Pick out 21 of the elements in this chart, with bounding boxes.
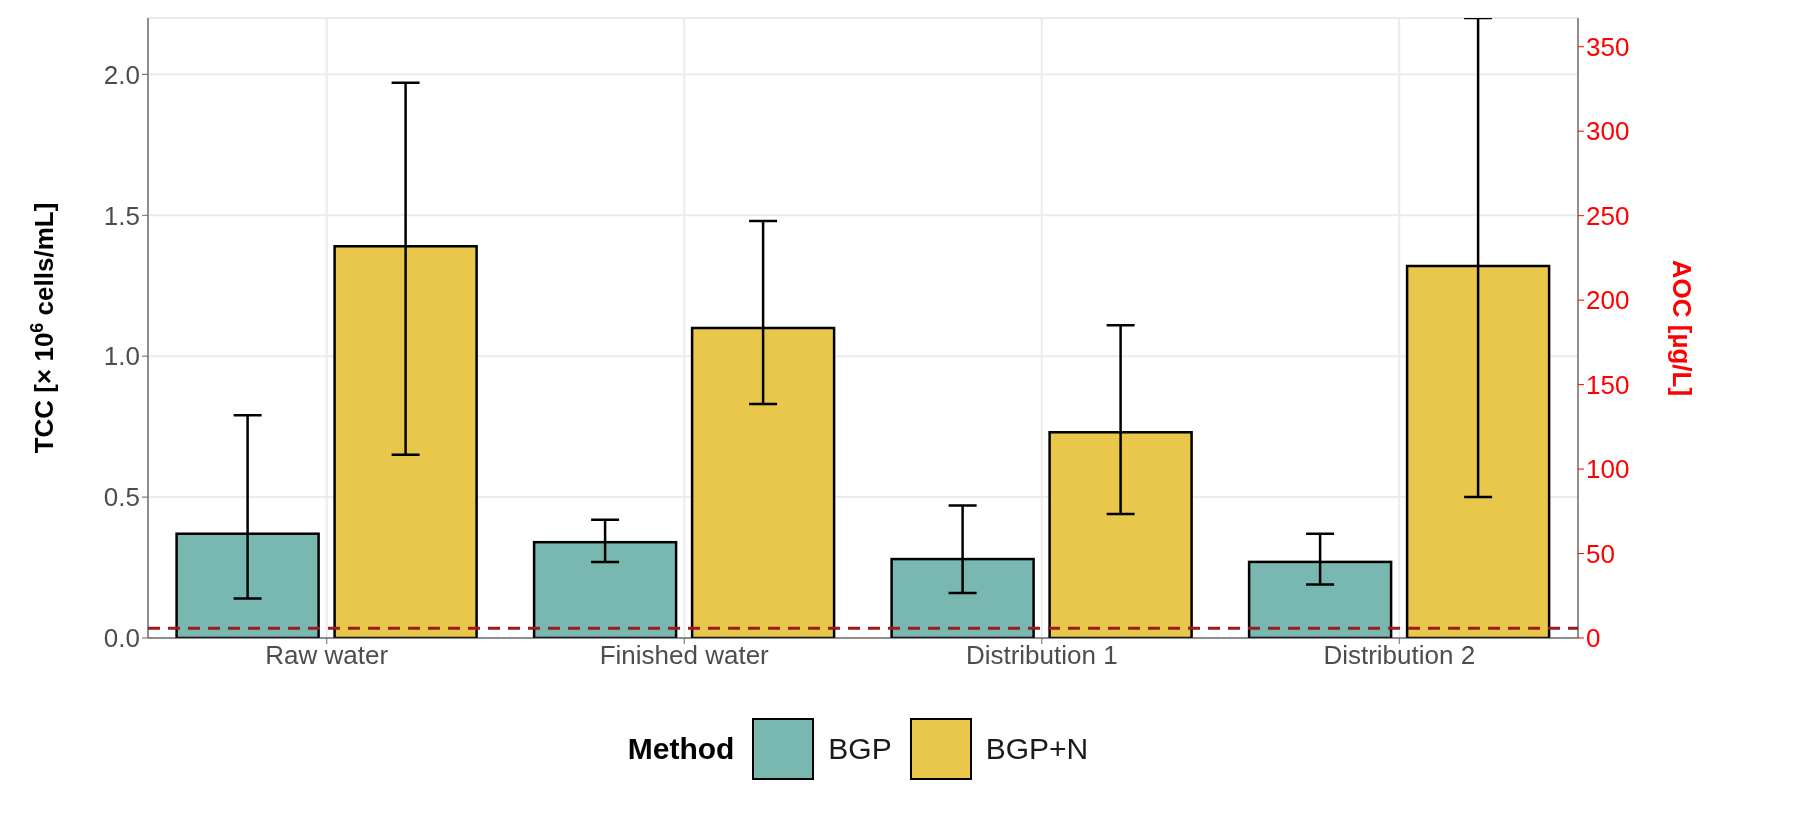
y2-tick-label: 350 <box>1586 31 1630 62</box>
legend-label: BGP+N <box>985 732 1089 766</box>
y2-tick-label: 0 <box>1586 623 1601 654</box>
y-tick-label: 0.5 <box>103 482 140 513</box>
y-tick-label: 1.5 <box>103 200 140 231</box>
y2-tick-label: 200 <box>1586 285 1630 316</box>
legend-label: BGP <box>828 732 892 766</box>
x-tick-label: Finished water <box>599 640 770 671</box>
legend-title: Method <box>627 732 735 766</box>
y-tick-label: 0.0 <box>103 623 140 654</box>
x-tick-label: Distribution 1 <box>965 640 1118 671</box>
y2-tick-label: 250 <box>1586 200 1630 231</box>
y2-tick-label: 50 <box>1586 538 1615 569</box>
y2-tick-label: 150 <box>1586 369 1630 400</box>
y2-axis-title: AOC [µg/L] <box>1667 259 1697 397</box>
y2-tick-label: 100 <box>1586 454 1630 485</box>
y-tick-label: 2.0 <box>103 59 140 90</box>
y2-tick-label: 300 <box>1586 116 1630 147</box>
x-tick-label: Distribution 2 <box>1323 640 1476 671</box>
y-tick-label: 1.0 <box>103 341 140 372</box>
x-tick-label: Raw water <box>265 640 389 671</box>
